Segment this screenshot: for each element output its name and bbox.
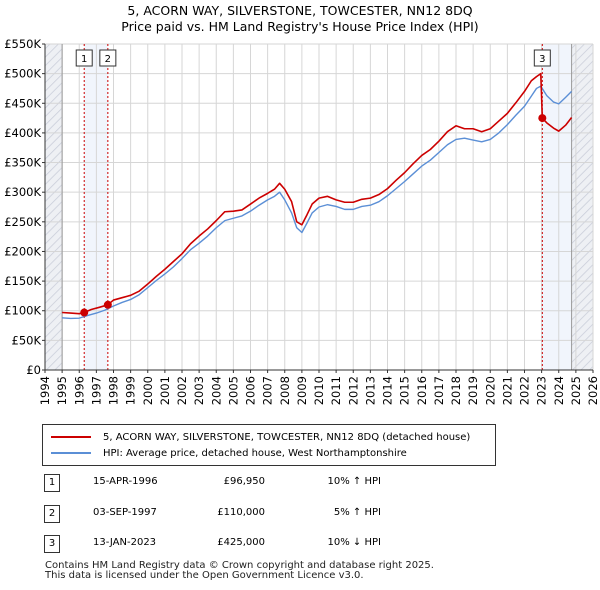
x-tick-label: 2021 <box>500 376 514 405</box>
legend-item-property: 5, ACORN WAY, SILVERSTONE, TOWCESTER, NN… <box>51 429 470 445</box>
x-tick-label: 2023 <box>535 376 549 405</box>
footer: Contains HM Land Registry data © Crown c… <box>45 561 434 581</box>
price-chart: 1 2 3 £0 £50K £100K £150K £200K £250K £300K £350K… <box>4 37 600 405</box>
hpi-line <box>62 85 573 320</box>
x-tick-label: 2014 <box>381 376 395 405</box>
x-tick-label: 2025 <box>569 376 583 405</box>
y-tick-label: £250K <box>4 215 41 229</box>
x-tick-label: 2003 <box>192 376 206 405</box>
x-tick-label: 2007 <box>261 376 275 405</box>
x-tick-label: 2022 <box>518 376 532 405</box>
x-tick-label: 2002 <box>175 376 189 405</box>
x-tick-label: 2016 <box>415 376 429 405</box>
property-price-line <box>62 72 573 315</box>
y-tick-label: £350K <box>4 156 41 170</box>
sale-marker-label: 1 <box>81 54 87 65</box>
sale-period-band <box>542 44 572 370</box>
transaction-hpi-diff: 5% ↑ HPI <box>333 507 381 518</box>
y-tick-label: £150K <box>4 274 41 288</box>
sale-point <box>538 114 547 123</box>
legend-label-property: 5, ACORN WAY, SILVERSTONE, TOWCESTER, NN… <box>103 431 471 443</box>
transaction-date: 15-APR-1996 <box>93 476 158 487</box>
sale-marker-label: 2 <box>105 54 111 65</box>
x-tick-label: 2020 <box>483 376 497 405</box>
legend-swatch-property <box>51 436 91 438</box>
x-tick-label: 2008 <box>278 376 292 405</box>
footer-copyright: Contains HM Land Registry data © Crown c… <box>45 560 434 571</box>
transaction-number-badge: 2 <box>44 505 60 523</box>
x-tick-label: 2013 <box>363 376 377 405</box>
x-tick-label: 2000 <box>141 376 155 405</box>
x-tick-label: 2018 <box>449 376 463 405</box>
x-tick-label: 2010 <box>312 376 326 405</box>
x-tick-label: 1994 <box>38 376 52 405</box>
y-tick-label: £500K <box>4 67 41 81</box>
x-tick-label: 2001 <box>158 376 172 405</box>
x-tick-label: 2024 <box>552 376 566 405</box>
legend-item-hpi: HPI: Average price, detached house, West… <box>51 445 407 461</box>
sale-point <box>103 300 112 309</box>
sale-marker-box <box>75 49 93 67</box>
y-tick-label: £300K <box>4 185 41 199</box>
sale-marker-box <box>533 49 551 67</box>
x-tick-label: 2011 <box>329 376 343 405</box>
transaction-price: £96,950 <box>223 476 265 487</box>
y-tick-label: £450K <box>4 96 41 110</box>
legend-swatch-hpi <box>51 452 91 454</box>
x-tick-label: 1995 <box>55 376 69 405</box>
transaction-date: 13-JAN-2023 <box>93 537 157 548</box>
transaction-price: £110,000 <box>217 507 265 518</box>
legend: 5, ACORN WAY, SILVERSTONE, TOWCESTER, NN… <box>42 424 496 466</box>
sale-point <box>80 308 89 317</box>
y-tick-label: £400K <box>4 126 41 140</box>
x-tick-label: 2009 <box>295 376 309 405</box>
x-tick-label: 2017 <box>432 376 446 405</box>
x-tick-label: 2026 <box>586 376 600 405</box>
transaction-hpi-diff: 10% ↑ HPI <box>327 476 381 487</box>
chart-subtitle: Price paid vs. HM Land Registry's House … <box>121 19 479 34</box>
y-tick-label: £200K <box>4 244 41 258</box>
sale-marker-label: 3 <box>539 54 545 65</box>
chart-title: 5, ACORN WAY, SILVERSTONE, TOWCESTER, NN… <box>127 3 473 18</box>
y-tick-label: £100K <box>4 304 41 318</box>
transaction-date: 03-SEP-1997 <box>93 507 157 518</box>
x-tick-label: 2015 <box>398 376 412 405</box>
transaction-price: £425,000 <box>217 537 265 548</box>
x-tick-label: 1997 <box>89 376 103 405</box>
y-tick-label: £0 <box>26 363 41 377</box>
hatched-region-after <box>571 44 593 370</box>
x-tick-label: 1998 <box>107 376 121 405</box>
footer-license: This data is licensed under the Open Gov… <box>45 570 364 581</box>
transaction-hpi-diff: 10% ↓ HPI <box>327 537 381 548</box>
x-tick-label: 1999 <box>124 376 138 405</box>
x-tick-label: 2012 <box>346 376 360 405</box>
y-tick-label: £50K <box>12 333 42 347</box>
transaction-number-badge: 1 <box>44 474 60 492</box>
x-tick-label: 2019 <box>466 376 480 405</box>
y-tick-label: £550K <box>4 37 41 51</box>
x-tick-label: 2006 <box>244 376 258 405</box>
sale-marker-box <box>99 49 117 67</box>
hatched-region-before <box>45 44 63 370</box>
x-tick-label: 2004 <box>209 376 223 405</box>
x-tick-label: 1996 <box>72 376 86 405</box>
transaction-number-badge: 3 <box>44 535 60 553</box>
legend-label-hpi: HPI: Average price, detached house, West… <box>103 447 407 459</box>
x-tick-label: 2005 <box>226 376 240 405</box>
